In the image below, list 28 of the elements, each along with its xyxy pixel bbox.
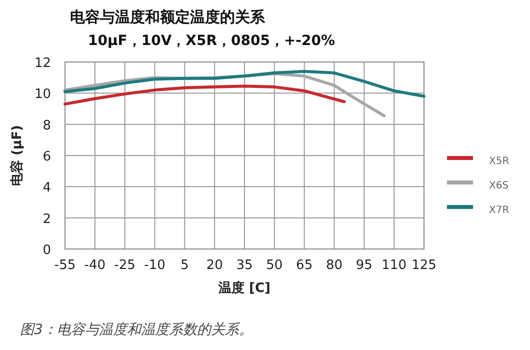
x-tick-label: -10: [144, 258, 166, 273]
caption: 图3：电容与温度和温度系数的关系。: [20, 322, 253, 338]
x-tick-label: 95: [356, 258, 372, 273]
legend-label: X5R: [489, 156, 510, 167]
x-tick-label: 20: [206, 258, 223, 273]
y-tick-label: 8: [42, 118, 51, 134]
x-tick-label: 110: [382, 258, 406, 273]
chart-subtitle: 10µF，10V，X5R，0805，+-20%: [88, 33, 335, 49]
y-tick-label: 2: [42, 212, 51, 227]
y-tick-label: 4: [42, 180, 51, 196]
legend-label: X6S: [489, 180, 509, 192]
y-tick-label: 0: [42, 243, 51, 258]
y-axis-title: 电容 (µF): [9, 125, 25, 186]
x-tick-label: 35: [236, 258, 253, 273]
legend-label: X7R: [489, 205, 510, 216]
x-tick-label: 50: [266, 258, 283, 273]
y-tick-label: 6: [42, 150, 51, 164]
y-tick-label: 10: [34, 87, 51, 102]
x-tick-label: 65: [296, 258, 313, 273]
x-tick-label: -40: [84, 258, 106, 273]
y-tick-label: 12: [34, 56, 51, 71]
x-tick-label: -25: [114, 258, 136, 273]
x-axis-title: 温度 [C]: [218, 280, 270, 296]
x-tick-label: 5: [180, 258, 189, 273]
chart-title: 电容与温度和额定温度的关系: [70, 8, 266, 26]
x-tick-label: -55: [54, 258, 76, 273]
x-tick-label: 125: [412, 258, 436, 273]
x-tick-label: 80: [326, 258, 343, 273]
